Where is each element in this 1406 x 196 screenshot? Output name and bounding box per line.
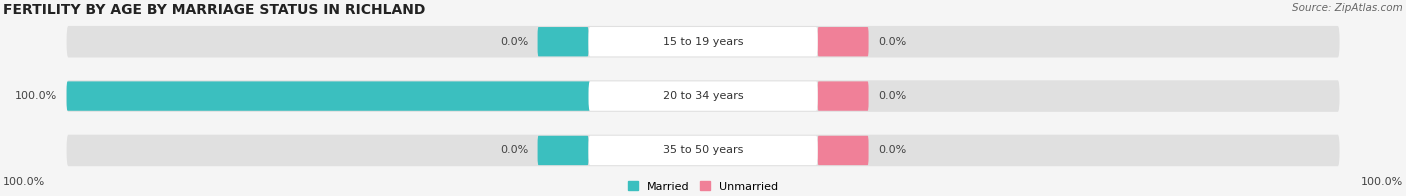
FancyBboxPatch shape	[818, 81, 869, 111]
Text: 100.0%: 100.0%	[15, 91, 58, 101]
Text: 35 to 50 years: 35 to 50 years	[662, 145, 744, 155]
Text: 15 to 19 years: 15 to 19 years	[662, 37, 744, 47]
Text: 0.0%: 0.0%	[499, 145, 529, 155]
Text: FERTILITY BY AGE BY MARRIAGE STATUS IN RICHLAND: FERTILITY BY AGE BY MARRIAGE STATUS IN R…	[3, 3, 425, 17]
Text: Source: ZipAtlas.com: Source: ZipAtlas.com	[1292, 3, 1403, 13]
Text: 0.0%: 0.0%	[499, 37, 529, 47]
FancyBboxPatch shape	[818, 136, 869, 165]
Legend: Married, Unmarried: Married, Unmarried	[624, 178, 782, 195]
Text: 20 to 34 years: 20 to 34 years	[662, 91, 744, 101]
FancyBboxPatch shape	[66, 135, 1340, 166]
FancyBboxPatch shape	[589, 136, 818, 165]
Text: 0.0%: 0.0%	[879, 91, 907, 101]
FancyBboxPatch shape	[818, 27, 869, 56]
FancyBboxPatch shape	[589, 27, 818, 56]
FancyBboxPatch shape	[66, 81, 591, 111]
FancyBboxPatch shape	[589, 81, 818, 111]
Text: 0.0%: 0.0%	[879, 145, 907, 155]
Text: 0.0%: 0.0%	[879, 37, 907, 47]
Text: 100.0%: 100.0%	[1361, 177, 1403, 187]
Text: 100.0%: 100.0%	[3, 177, 45, 187]
FancyBboxPatch shape	[66, 26, 1340, 57]
FancyBboxPatch shape	[66, 80, 1340, 112]
FancyBboxPatch shape	[537, 136, 589, 165]
FancyBboxPatch shape	[537, 27, 589, 56]
